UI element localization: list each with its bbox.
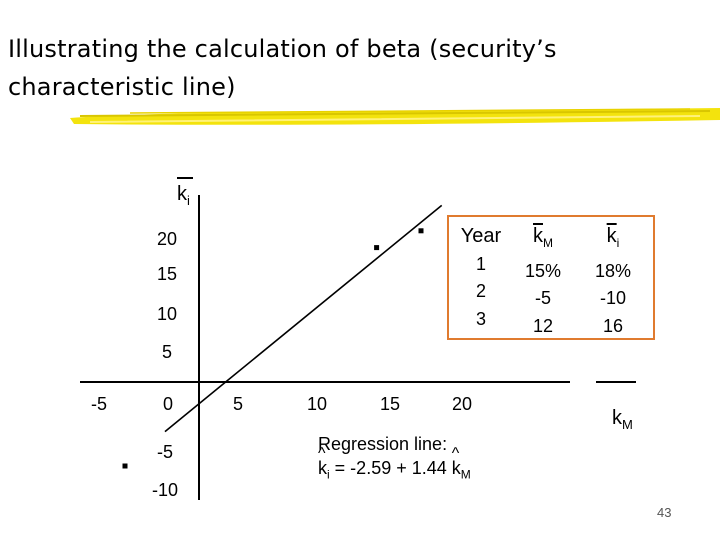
- y-tick-label: 15: [157, 264, 177, 284]
- table-header-ki: ki: [606, 225, 620, 250]
- y-tick-label: -5: [157, 442, 173, 462]
- regression-formula: ^ ki = -2.59 + 1.44 ^ kM: [318, 445, 471, 482]
- table-cell: 2: [475, 281, 486, 301]
- data-point-year-1: [418, 228, 424, 234]
- x-tick-label: 20: [452, 394, 472, 414]
- table-cell: 16: [602, 315, 624, 336]
- x-axis-label: kM: [612, 407, 633, 432]
- regression-line: [164, 204, 443, 433]
- table-col-km: kM 15% -5 12: [519, 223, 567, 340]
- x-tick-label: 5: [233, 394, 243, 414]
- y-tick-label: -10: [152, 480, 178, 500]
- table-header-km: kM: [533, 225, 553, 250]
- y-tick-label: 20: [157, 229, 177, 249]
- table-cell: -5: [534, 288, 551, 308]
- y-tick-label: 10: [157, 304, 177, 324]
- table-cell: 12: [532, 315, 554, 336]
- regression-label: Regression line:: [318, 434, 448, 454]
- page-number: 43: [657, 505, 672, 520]
- table-cell: 1: [475, 253, 486, 274]
- data-table: Year 1 2 3 kM 15% -5 12 ki 18% -10 16: [447, 215, 655, 340]
- table-col-ki: ki 18% -10 16: [589, 223, 637, 340]
- x-tick-label: -5: [91, 394, 107, 414]
- title-underline-brush: [70, 108, 720, 125]
- table-cell: -10: [599, 288, 626, 308]
- data-point-year-3: [374, 245, 380, 251]
- data-point-year-2: [122, 463, 128, 469]
- table-header-year: Year: [460, 225, 502, 247]
- y-axis-label: ki: [177, 183, 190, 208]
- x-tick-label: 0: [163, 394, 173, 414]
- table-cell: 3: [475, 308, 486, 329]
- y-tick-label: 5: [162, 342, 172, 362]
- table-cell: 15%: [524, 260, 562, 281]
- table-col-year: Year 1 2 3: [457, 223, 505, 333]
- slide-title: Illustrating the calculation of beta (se…: [8, 35, 557, 101]
- x-tick-label: 10: [307, 394, 327, 414]
- x-tick-label: 15: [380, 394, 400, 414]
- regression-equation: Regression line: ^ ki = -2.59 + 1.44 ^ kM: [318, 432, 471, 487]
- table-cell: 18%: [594, 260, 632, 281]
